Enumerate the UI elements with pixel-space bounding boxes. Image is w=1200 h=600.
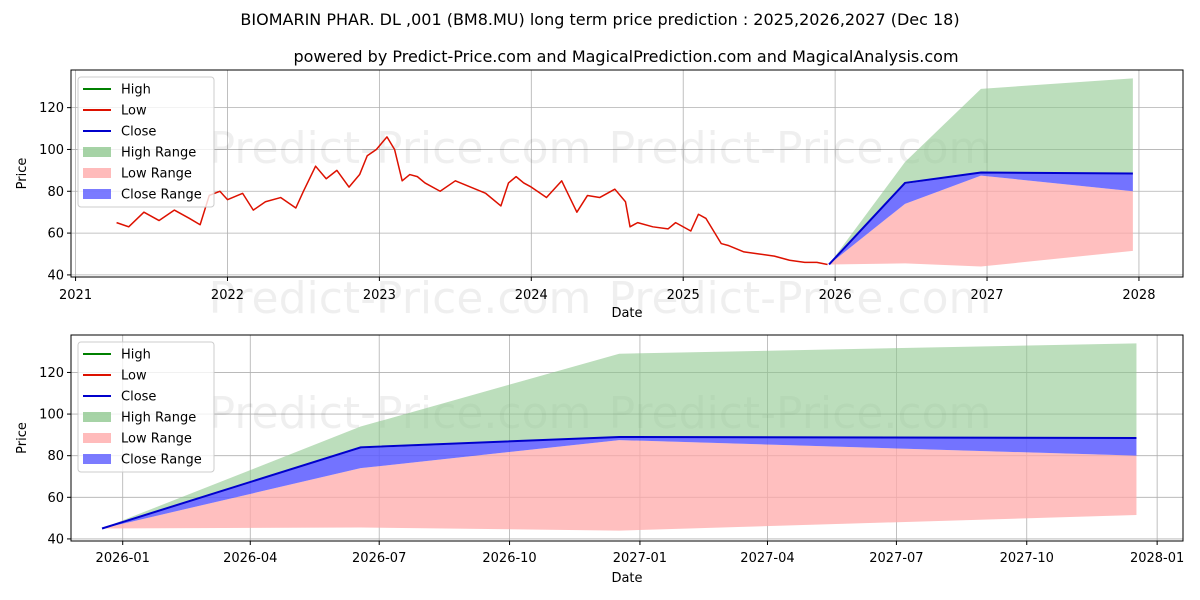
x-tick-label: 2026-01 (96, 551, 150, 566)
top-panel: 2021 2022 2023 2024 2025 2026 2027 2028 40 60 80 10… (15, 69, 1184, 324)
x-tick-label: 2023 (363, 288, 396, 303)
x-tick-label: 2027 (970, 288, 1003, 303)
x-tick-label: 2021 (59, 288, 92, 303)
y-tick-label: 120 (39, 366, 64, 381)
legend-high-range-swatch (83, 412, 111, 422)
legend-close-range-label: Close Range (121, 453, 202, 468)
chart-subtitle: powered by Predict-Price.com and Magical… (293, 47, 958, 66)
legend-high-range-swatch (83, 147, 111, 157)
legend-low-range-label: Low Range (121, 167, 192, 182)
legend-low-range-label: Low Range (121, 432, 192, 447)
watermark-text: Predict-Price.com (609, 273, 992, 324)
high-range-area (829, 78, 1133, 265)
x-tick-label: 2024 (515, 288, 548, 303)
plot-frame (70, 69, 1184, 278)
legend-high-label: High (121, 348, 151, 363)
bottom-panel: 2026-01 2026-04 2026-07 2026-10 2027-01 2027-… (15, 334, 1184, 586)
x-tick-label: 2028-01 (1130, 551, 1184, 566)
x-tick-label: 2026 (819, 288, 852, 303)
x-tick-label: 2026-10 (482, 551, 536, 566)
close-range-area (102, 436, 1137, 529)
legend-box (77, 341, 215, 473)
x-tick-label: 2027-01 (613, 551, 667, 566)
y-tick-label: 100 (39, 408, 64, 423)
low-price-line (116, 136, 828, 266)
legend-low-range-swatch (83, 168, 111, 178)
legend-low-label: Low (121, 369, 147, 384)
legend-low-label: Low (121, 104, 147, 119)
y-tick-label: 40 (47, 268, 64, 283)
plot-frame (70, 334, 1184, 542)
legend-close-label: Close (121, 390, 156, 405)
y-axis-label: Price (15, 422, 30, 454)
x-tick-label: 2022 (211, 288, 244, 303)
x-tick-label: 2028 (1122, 288, 1155, 303)
legend-high-range-label: High Range (121, 411, 196, 426)
chart-title: BIOMARIN PHAR. DL ,001 (BM8.MU) long ter… (240, 10, 959, 29)
legend-close-label: Close (121, 125, 156, 140)
y-tick-label: 80 (47, 185, 64, 200)
x-tick-label: 2027-04 (740, 551, 794, 566)
legend-box (77, 76, 215, 208)
legend-high-label: High (121, 83, 151, 98)
x-tick-label: 2026-07 (352, 551, 406, 566)
y-tick-label: 100 (39, 143, 64, 158)
y-tick-label: 60 (47, 227, 64, 242)
close-range-area (829, 172, 1133, 265)
y-tick-label: 120 (39, 101, 64, 116)
watermark-text: Predict-Price.com (209, 273, 592, 324)
x-tick-label: 2027-10 (1000, 551, 1054, 566)
y-tick-label: 60 (47, 491, 64, 506)
low-range-area (829, 175, 1133, 267)
x-tick-label: 2025 (667, 288, 700, 303)
legend-low-range-swatch (83, 433, 111, 443)
legend-high-range-label: High Range (121, 146, 196, 161)
x-tick-label: 2027-07 (869, 551, 923, 566)
legend-close-range-label: Close Range (121, 188, 202, 203)
legend-close-range-swatch (83, 189, 111, 199)
y-tick-label: 80 (47, 449, 64, 464)
y-tick-label: 40 (47, 532, 64, 547)
legend-close-range-swatch (83, 454, 111, 464)
x-axis-label: Date (611, 571, 642, 586)
x-axis-label: Date (611, 306, 642, 321)
low-range-area (102, 440, 1137, 531)
y-axis-label: Price (15, 158, 30, 190)
close-forecast-line (101, 435, 1137, 530)
watermark-text: Predict-Price.com (209, 123, 592, 174)
close-forecast-line (828, 171, 1133, 266)
x-tick-label: 2026-04 (223, 551, 277, 566)
high-range-area (102, 343, 1137, 529)
